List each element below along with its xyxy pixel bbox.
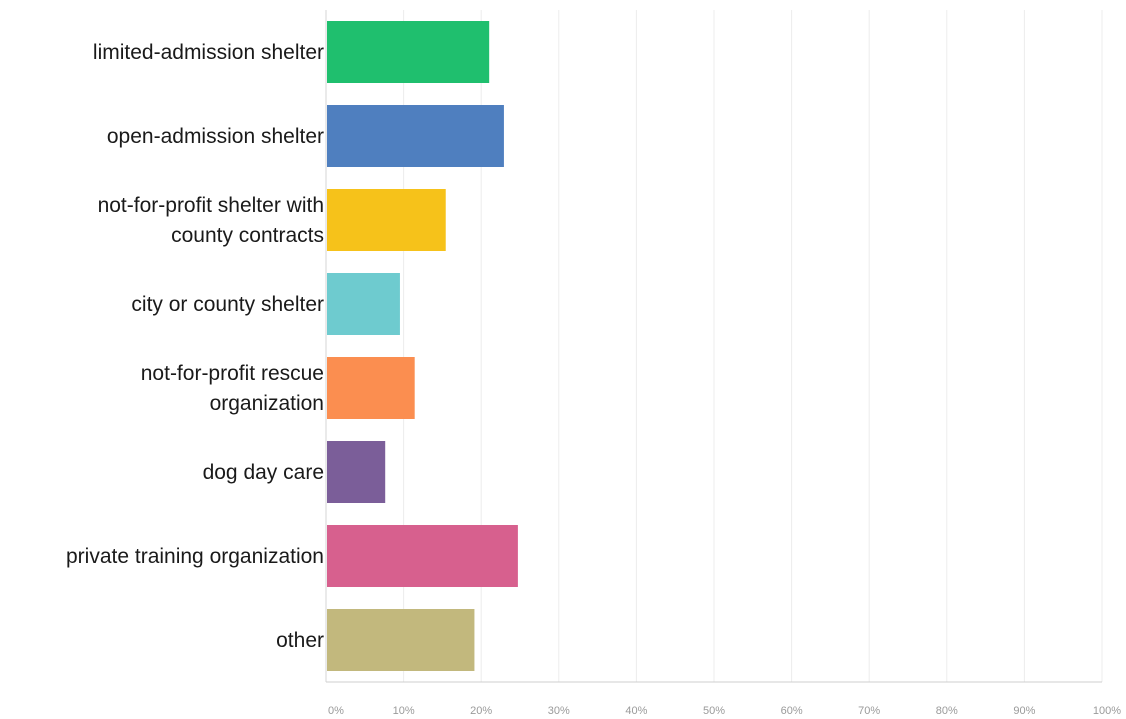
bar bbox=[327, 273, 400, 335]
bar bbox=[327, 189, 446, 251]
category-label: other bbox=[276, 629, 324, 652]
x-tick-label: 60% bbox=[781, 705, 803, 717]
bar bbox=[327, 21, 490, 83]
x-tick-label: 10% bbox=[393, 705, 415, 717]
x-tick-label: 0% bbox=[328, 705, 344, 717]
x-tick-label: 70% bbox=[858, 705, 880, 717]
category-label: city or county shelter bbox=[131, 293, 324, 316]
category-label: open-admission shelter bbox=[107, 125, 324, 148]
x-tick-label: 90% bbox=[1013, 705, 1035, 717]
category-label: not-for-profit rescue bbox=[141, 362, 324, 385]
x-tick-label: 40% bbox=[625, 705, 647, 717]
category-label: private training organization bbox=[66, 545, 324, 568]
category-label: organization bbox=[210, 392, 324, 415]
x-tick-labels: 0% 10% 20% 30% 40% 50% 60% 70% 80% 90% 100% bbox=[328, 705, 1121, 717]
x-tick-label: 20% bbox=[470, 705, 492, 717]
bar bbox=[327, 441, 386, 503]
category-label: county contracts bbox=[171, 224, 324, 247]
x-tick-label: 80% bbox=[936, 705, 958, 717]
x-tick-label: 50% bbox=[703, 705, 725, 717]
bar bbox=[327, 357, 415, 419]
bar bbox=[327, 609, 475, 671]
category-labels: limited-admission shelter open-admission … bbox=[66, 41, 324, 652]
bar bbox=[327, 105, 504, 167]
category-label: not-for-profit shelter with bbox=[98, 194, 324, 217]
category-label: limited-admission shelter bbox=[93, 41, 324, 64]
bars bbox=[327, 21, 518, 671]
x-tick-label: 30% bbox=[548, 705, 570, 717]
x-tick-label: 100% bbox=[1093, 705, 1121, 717]
category-label: dog day care bbox=[203, 461, 324, 484]
bar bbox=[327, 525, 518, 587]
